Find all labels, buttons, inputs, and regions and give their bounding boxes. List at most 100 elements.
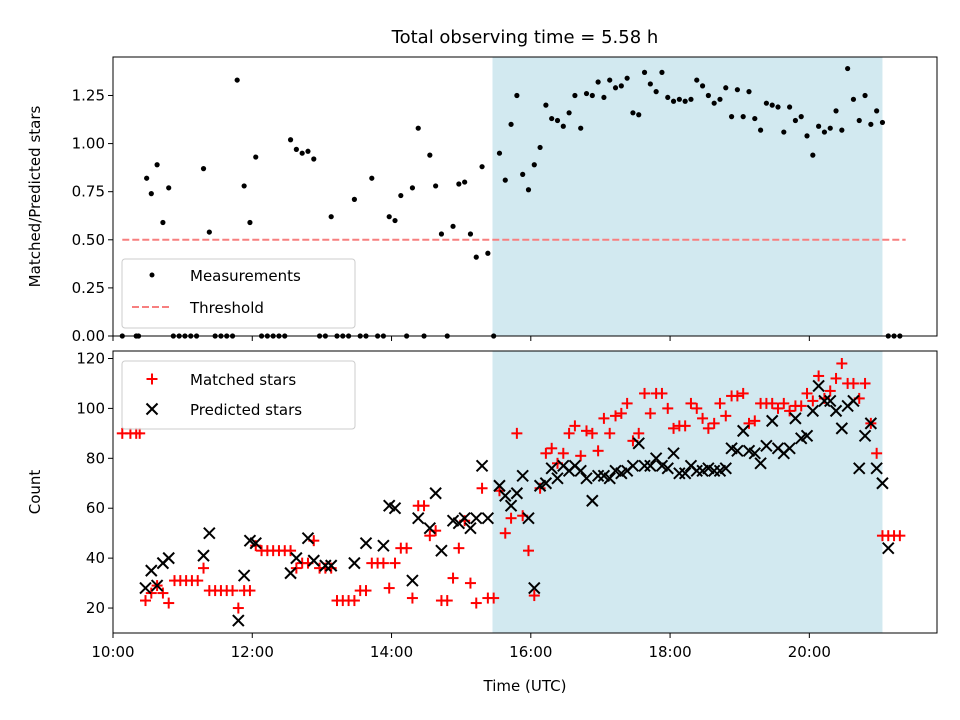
measurement-point xyxy=(792,117,799,124)
measurement-point xyxy=(578,125,584,131)
measurement-point xyxy=(479,164,485,170)
predicted-star-point xyxy=(510,487,524,500)
predicted-star-point xyxy=(765,414,779,428)
measurement-point xyxy=(241,183,247,189)
measurement-point xyxy=(247,219,253,226)
measurement-point xyxy=(746,89,752,95)
measurement-point xyxy=(647,81,653,87)
measurement-point xyxy=(694,77,700,83)
predicted-star-point xyxy=(359,536,373,550)
measurement-point xyxy=(705,92,711,99)
y-tick-label: 120 xyxy=(76,349,105,367)
measurement-point xyxy=(816,123,822,129)
y-tick-label: 20 xyxy=(86,599,105,617)
predicted-star-point xyxy=(324,559,338,572)
predicted-star-point xyxy=(406,574,419,587)
measurement-point xyxy=(804,133,810,139)
measurement-point xyxy=(775,104,781,110)
predicted-star-point xyxy=(290,551,303,565)
y-tick-label: 0.25 xyxy=(72,279,105,297)
x-tick-label: 18:00 xyxy=(648,643,691,661)
predicted-star-point xyxy=(237,569,251,582)
measurement-point xyxy=(572,92,578,99)
predicted-star-point xyxy=(446,514,460,527)
predicted-star-point xyxy=(789,412,802,425)
measurement-point xyxy=(148,191,154,197)
measurement-point xyxy=(728,114,735,120)
y-axis-ticks-top: 0.00 0.25 0.50 0.75 1.00 1.25 xyxy=(72,86,113,345)
measurement-point xyxy=(781,129,787,135)
predicted-star-point xyxy=(707,464,721,477)
measurement-point xyxy=(160,219,166,226)
y-tick-label: 0.50 xyxy=(72,231,105,249)
measurement-point xyxy=(293,146,299,152)
predicted-star-point xyxy=(203,526,216,540)
measurement-point xyxy=(607,77,613,83)
measurement-point xyxy=(676,96,682,102)
x-tick-label: 10:00 xyxy=(91,643,134,661)
predicted-star-point xyxy=(742,444,756,458)
x-tick-label: 14:00 xyxy=(370,643,413,661)
predicted-star-point xyxy=(853,462,866,475)
measurement-point xyxy=(560,123,566,129)
predicted-star-point xyxy=(661,462,674,475)
y-axis-ticks-bottom: 20 40 60 80 100 120 xyxy=(76,349,113,617)
predicted-star-point xyxy=(388,502,402,515)
measurement-point xyxy=(456,181,462,187)
measurement-point xyxy=(392,217,398,224)
measurement-point xyxy=(520,171,526,177)
predicted-star-point xyxy=(876,477,889,490)
predicted-star-point xyxy=(319,559,332,572)
measurement-point xyxy=(438,231,445,237)
predicted-star-point xyxy=(719,462,732,475)
predicted-star-point xyxy=(162,551,175,565)
predicted-star-point xyxy=(818,394,831,408)
predicted-star-point xyxy=(748,447,761,460)
y-tick-label: 100 xyxy=(76,399,105,417)
predicted-star-point xyxy=(609,464,622,477)
predicted-star-point xyxy=(516,469,529,482)
predicted-star-point xyxy=(812,379,825,393)
predicted-star-point xyxy=(504,499,518,512)
measurement-point xyxy=(144,175,150,181)
measurement-point xyxy=(734,87,740,93)
predicted-star-point xyxy=(655,459,669,473)
predicted-star-point xyxy=(632,437,645,450)
measurement-point xyxy=(641,69,648,75)
measurement-point xyxy=(508,121,514,127)
measurement-point xyxy=(369,175,375,181)
x-axis-label: Time (UTC) xyxy=(483,677,567,695)
measurement-point xyxy=(415,125,421,131)
legend-bottom: Matched stars Predicted stars xyxy=(121,360,356,430)
predicted-star-point xyxy=(539,477,553,490)
measurement-point xyxy=(856,117,862,124)
y-tick-label: 80 xyxy=(86,449,105,467)
measurement-point xyxy=(554,117,561,124)
measurement-point xyxy=(874,108,880,114)
measurement-point xyxy=(328,214,334,220)
measurement-point xyxy=(467,231,474,237)
predicted-star-point xyxy=(690,464,703,477)
measurement-point xyxy=(670,98,677,104)
measurement-point xyxy=(299,150,305,156)
predicted-star-point xyxy=(858,429,872,443)
measurement-point xyxy=(531,162,537,168)
measurement-point xyxy=(659,69,665,75)
measurement-point xyxy=(589,92,595,99)
plot-frame-top xyxy=(112,56,938,337)
measurement-point xyxy=(688,96,694,102)
predicted-star-point xyxy=(806,404,820,418)
measurement-point xyxy=(612,85,619,91)
predicted-star-point xyxy=(603,472,616,485)
measurement-point xyxy=(798,114,804,120)
predicted-stars-series xyxy=(139,379,895,627)
predicted-star-point xyxy=(232,614,245,627)
predicted-star-point xyxy=(754,457,767,470)
x-tick-label: 16:00 xyxy=(509,643,552,661)
predicted-star-point xyxy=(702,462,715,475)
measurement-point xyxy=(496,150,503,156)
predicted-star-point xyxy=(649,452,663,465)
predicted-star-point xyxy=(493,479,506,492)
predicted-star-point xyxy=(423,521,437,535)
